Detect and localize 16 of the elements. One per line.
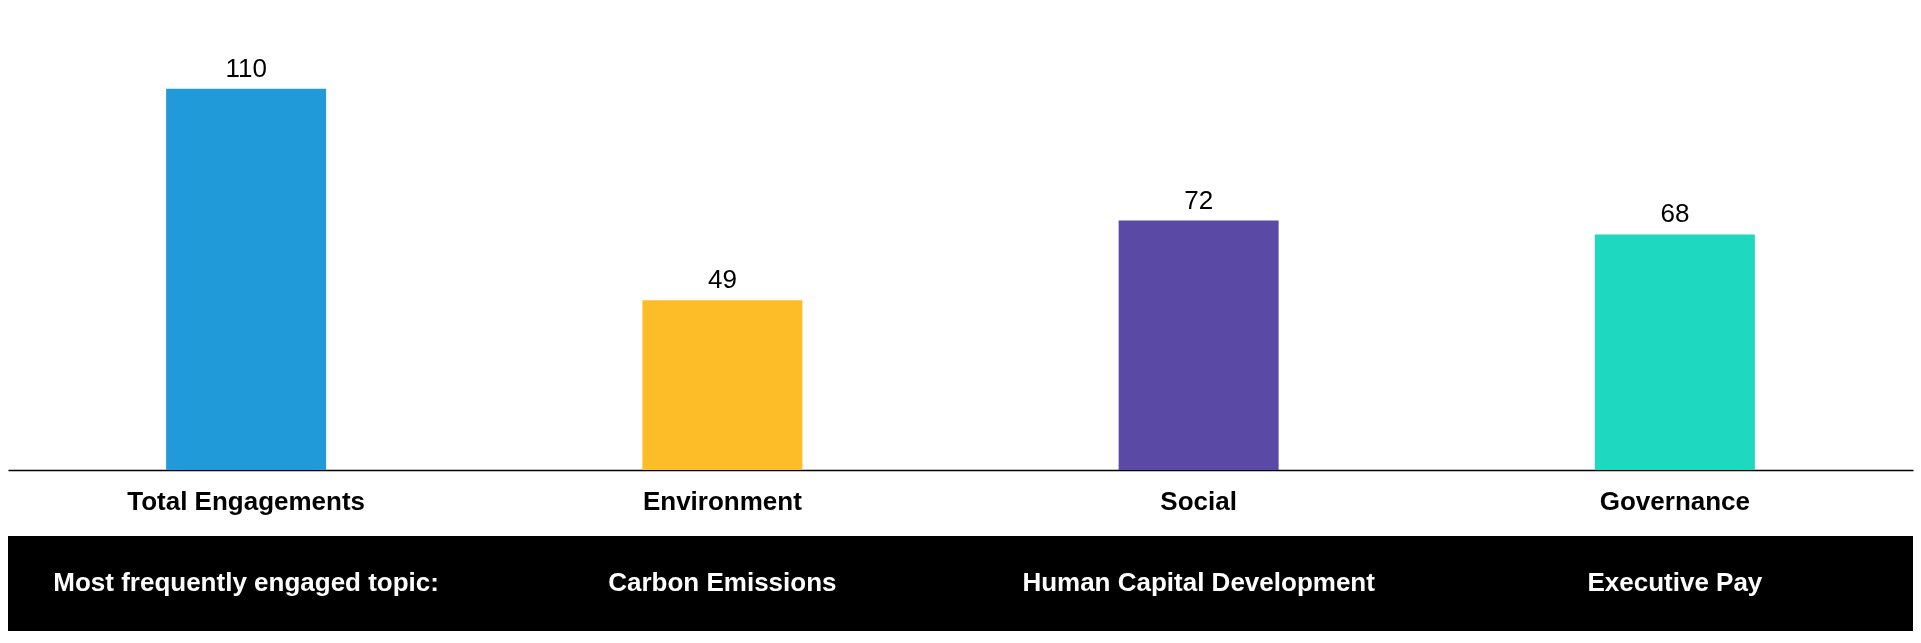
text: Most frequently engaged topic: (53, 567, 439, 597)
x-tick-label: Social (1160, 485, 1237, 516)
bar (166, 88, 327, 470)
data-label: 68 (1660, 198, 1690, 229)
text: Executive Pay (1587, 567, 1763, 597)
x-tick-label: Total Engagements (127, 485, 366, 516)
x-tick-label: Governance (1599, 485, 1751, 516)
text: Human Capital Development (1022, 567, 1376, 597)
text: Carbon Emissions (608, 567, 837, 597)
data-label: 49 (707, 264, 737, 295)
bar (1594, 234, 1755, 470)
data-label: 110 (225, 52, 267, 83)
bar (1118, 220, 1279, 470)
bar (642, 300, 803, 470)
x-tick-label: Environment (642, 485, 803, 516)
data-label: 72 (1184, 184, 1214, 215)
